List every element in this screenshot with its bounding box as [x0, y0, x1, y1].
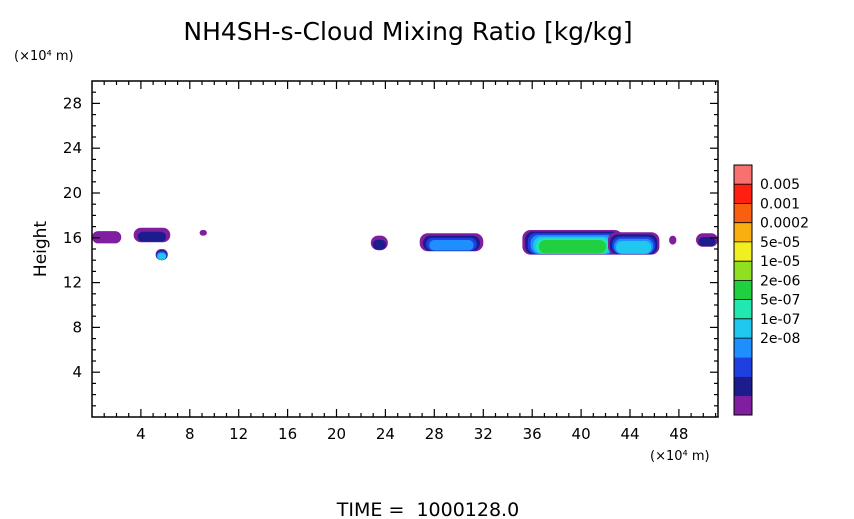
cloud-band	[137, 231, 167, 242]
x-tick-label: 8	[185, 425, 195, 443]
y-tick-label: 24	[63, 139, 82, 157]
cloud-blob	[608, 232, 660, 255]
colorbar-label: 2e-06	[760, 273, 800, 289]
cloud-band	[92, 231, 122, 244]
plot-area	[92, 227, 718, 261]
colorbar-label: 1e-07	[760, 312, 800, 328]
chart-title: NH4SH-s-Cloud Mixing Ratio [kg/kg]	[183, 17, 632, 46]
y-tick-label: 28	[63, 94, 82, 112]
colorbar-swatch	[734, 318, 752, 339]
colorbar-swatch	[734, 203, 752, 223]
cloud-band	[538, 240, 607, 254]
x-tick-label: 32	[474, 425, 493, 443]
y-tick-label: 20	[63, 184, 82, 202]
colorbar-label: 0.005	[760, 177, 800, 193]
y-tick-label: 12	[63, 274, 82, 292]
colorbar-swatch	[734, 280, 752, 300]
x-tick-label: 12	[229, 425, 248, 443]
cloud-blob	[155, 249, 168, 261]
cloud-blob	[696, 233, 718, 247]
colorbar-swatch	[734, 395, 752, 416]
x-tick-label: 20	[327, 425, 346, 443]
cloud-band	[372, 239, 386, 250]
x-tick-label: 36	[523, 425, 542, 443]
y-axis-label: Height	[31, 221, 51, 278]
colorbar: 0.005 0.001 0.0002 5e-05 1e-05 2e-06 5e-07 1e-0…	[733, 164, 809, 416]
colorbar-swatch	[734, 299, 752, 320]
cloud-band	[199, 230, 207, 236]
colorbar-label: 1e-05	[760, 254, 800, 270]
y-tick-label: 8	[72, 318, 82, 336]
colorbar-swatch	[734, 261, 752, 281]
cloud-blob	[669, 235, 677, 245]
cloud-blob	[370, 235, 388, 251]
colorbar-label: 0.0002	[760, 216, 809, 232]
x-tick-label: 40	[572, 425, 591, 443]
colorbar-swatch	[734, 241, 752, 262]
y-tick-label: 4	[72, 363, 82, 381]
cloud-blob	[522, 230, 623, 255]
cloud-blob	[133, 227, 171, 243]
x-tick-label: 24	[376, 425, 395, 443]
x-tick-label: 28	[425, 425, 444, 443]
cloud-blob	[92, 231, 122, 244]
time-footer: TIME = 1000128.0	[336, 499, 519, 519]
colorbar-frame	[733, 164, 753, 416]
y-axis-unit: (×10⁴ m)	[14, 49, 74, 64]
colorbar-label: 5e-07	[760, 293, 800, 309]
cloud-band	[669, 235, 677, 245]
colorbar-label: 0.001	[760, 197, 800, 213]
x-tick-label: 44	[620, 425, 639, 443]
x-tick-label: 4	[136, 425, 146, 443]
cloud-blob	[199, 230, 207, 236]
colorbar-swatch	[734, 165, 752, 185]
colorbar-label: 5e-05	[760, 235, 800, 251]
cloud-band	[616, 241, 652, 254]
cloud-band	[698, 237, 716, 247]
x-tick-label: 48	[669, 425, 688, 443]
colorbar-swatch	[734, 376, 752, 397]
colorbar-swatch	[734, 222, 752, 243]
x-tick-label: 16	[278, 425, 297, 443]
cloud-blob	[419, 233, 484, 252]
colorbar-swatch	[734, 357, 752, 377]
colorbar-swatch	[734, 184, 752, 204]
cloud-band	[429, 240, 474, 251]
colorbar-swatch	[734, 338, 752, 358]
y-tick-label: 16	[63, 229, 82, 247]
x-axis-unit: (×10⁴ m)	[650, 449, 710, 464]
colorbar-label: 2e-08	[760, 331, 800, 347]
cloud-band	[157, 253, 166, 260]
